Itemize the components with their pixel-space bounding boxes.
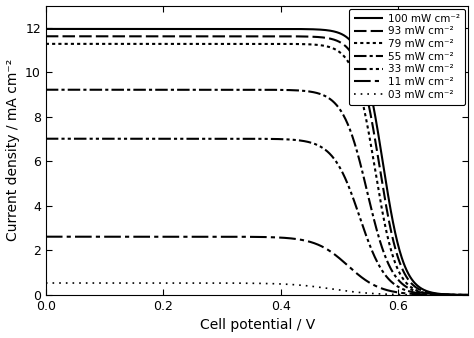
11 mW cm⁻² [310,241,316,245]
11 mW cm⁻² [377,286,383,290]
03 mW cm⁻² [323,286,329,290]
X-axis label: Cell potential / V: Cell potential / V [200,318,315,333]
Line: 55 mW cm⁻²: 55 mW cm⁻² [46,90,474,295]
03 mW cm⁻² [310,284,316,288]
Line: 03 mW cm⁻²: 03 mW cm⁻² [46,283,474,295]
Line: 79 mW cm⁻²: 79 mW cm⁻² [46,44,474,295]
100 mW cm⁻² [377,141,383,145]
11 mW cm⁻² [323,247,329,251]
33 mW cm⁻² [310,141,316,145]
Legend: 100 mW cm⁻², 93 mW cm⁻², 79 mW cm⁻², 55 mW cm⁻², 33 mW cm⁻², 11 mW cm⁻², 03 mW c: 100 mW cm⁻², 93 mW cm⁻², 79 mW cm⁻², 55 … [348,9,465,105]
Y-axis label: Current density / mA cm⁻²: Current density / mA cm⁻² [6,59,19,241]
33 mW cm⁻² [377,265,383,269]
33 mW cm⁻² [43,137,49,141]
Line: 100 mW cm⁻²: 100 mW cm⁻² [46,29,474,295]
79 mW cm⁻² [43,42,49,46]
55 mW cm⁻² [43,88,49,92]
100 mW cm⁻² [70,27,76,31]
11 mW cm⁻² [299,238,304,242]
03 mW cm⁻² [70,281,76,285]
55 mW cm⁻² [310,90,316,94]
93 mW cm⁻² [422,290,428,294]
Line: 11 mW cm⁻²: 11 mW cm⁻² [46,237,474,295]
11 mW cm⁻² [70,235,76,239]
03 mW cm⁻² [377,292,383,296]
Line: 93 mW cm⁻²: 93 mW cm⁻² [46,36,474,295]
79 mW cm⁻² [377,195,383,199]
33 mW cm⁻² [70,137,76,141]
100 mW cm⁻² [43,27,49,31]
93 mW cm⁻² [43,34,49,38]
55 mW cm⁻² [299,89,304,93]
79 mW cm⁻² [70,42,76,46]
93 mW cm⁻² [323,36,329,40]
33 mW cm⁻² [299,139,304,143]
33 mW cm⁻² [323,148,329,152]
03 mW cm⁻² [299,283,304,287]
79 mW cm⁻² [323,44,329,48]
11 mW cm⁻² [422,292,428,296]
03 mW cm⁻² [43,281,49,285]
Line: 33 mW cm⁻²: 33 mW cm⁻² [46,139,474,295]
93 mW cm⁻² [299,34,304,39]
100 mW cm⁻² [323,28,329,32]
100 mW cm⁻² [422,288,428,292]
93 mW cm⁻² [310,35,316,39]
79 mW cm⁻² [310,43,316,47]
55 mW cm⁻² [70,88,76,92]
33 mW cm⁻² [422,292,428,296]
55 mW cm⁻² [422,291,428,295]
11 mW cm⁻² [43,235,49,239]
79 mW cm⁻² [299,42,304,46]
93 mW cm⁻² [377,166,383,170]
100 mW cm⁻² [299,27,304,31]
100 mW cm⁻² [310,27,316,31]
55 mW cm⁻² [377,238,383,242]
03 mW cm⁻² [422,293,428,297]
79 mW cm⁻² [422,291,428,295]
55 mW cm⁻² [323,95,329,99]
93 mW cm⁻² [70,34,76,38]
